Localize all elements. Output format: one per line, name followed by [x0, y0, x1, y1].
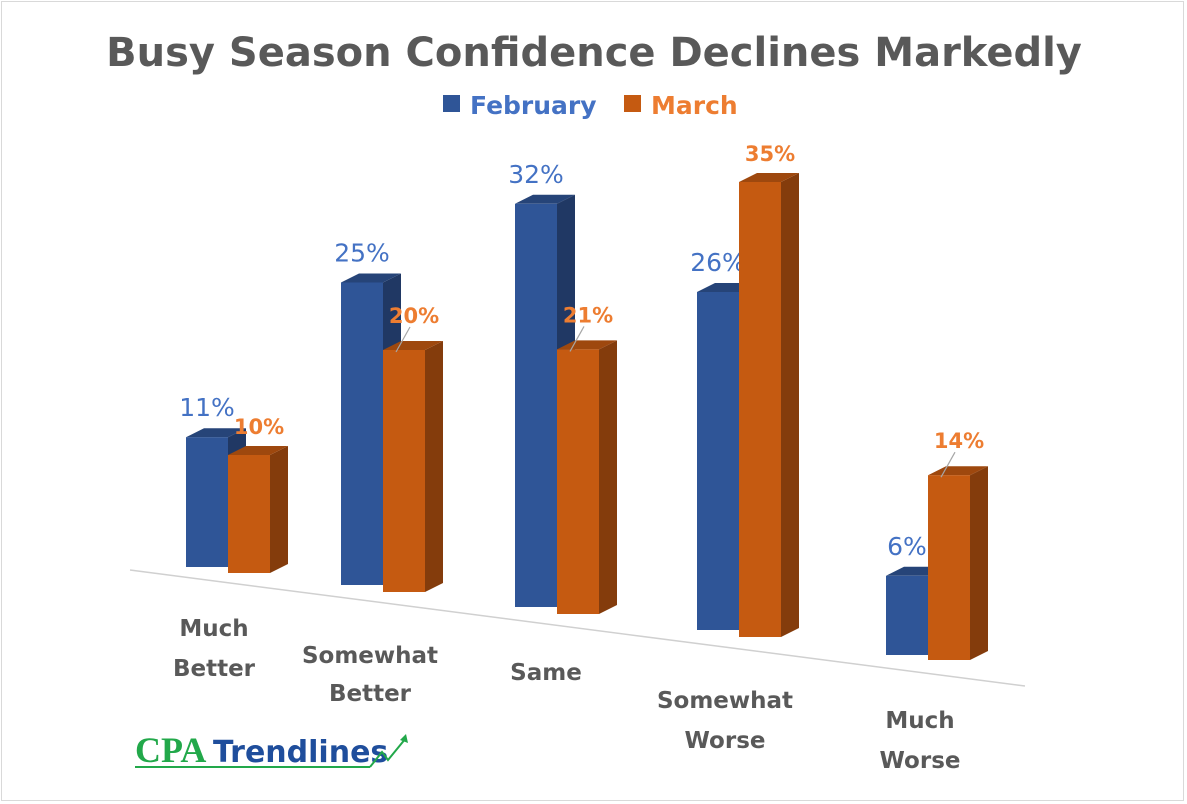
leader-line: [395, 326, 411, 353]
bar-front: [928, 475, 970, 660]
bar-front: [383, 350, 425, 592]
chart-title: Busy Season Confidence Declines Markedly: [106, 30, 1082, 76]
logo-arrow-head: [400, 734, 408, 743]
bar-front: [697, 292, 739, 630]
bar-top: [515, 194, 575, 204]
bar-side: [970, 466, 988, 660]
legend-swatch-march: [624, 95, 641, 112]
bar-side: [599, 340, 617, 614]
category-label: Much: [885, 708, 954, 734]
bar-march: [739, 173, 799, 637]
bar-side: [270, 446, 288, 573]
category-label: Worse: [685, 728, 766, 754]
bar-front: [186, 437, 228, 567]
leader-line: [940, 451, 956, 478]
bar-side: [425, 341, 443, 592]
bar-top: [186, 428, 246, 438]
bar-front: [515, 203, 557, 608]
category-label: Better: [329, 681, 412, 707]
category-labels: Much Better Somewhat Better Same Somewhat Wors…: [173, 616, 961, 774]
category-label: Somewhat: [657, 688, 793, 714]
data-label: 25%: [334, 239, 390, 268]
data-label: 14%: [934, 429, 984, 453]
bar-march: [228, 446, 288, 573]
data-label: 10%: [234, 415, 284, 439]
legend: February March: [443, 91, 738, 120]
cpatrendlines-logo: CPA Trendlines: [135, 730, 408, 770]
category-label: Much: [179, 616, 248, 642]
category-label: Somewhat: [302, 643, 438, 669]
bar-front: [739, 182, 781, 637]
category-label: Same: [510, 660, 582, 686]
legend-swatch-february: [443, 95, 460, 112]
bar-front: [341, 282, 383, 585]
bar-front: [886, 575, 928, 655]
legend-label-march: March: [651, 91, 738, 120]
floor-line: [129, 569, 1026, 687]
leader-line: [569, 326, 585, 352]
bar-top: [739, 173, 799, 182]
bar-march: [383, 341, 443, 592]
logo-trend-arrow-icon: [369, 737, 407, 768]
bars: 11%10% 25% 20% 32% 21% 26% 35% 6% 14%: [179, 142, 988, 660]
category-label: Worse: [880, 748, 961, 774]
data-label: 6%: [887, 532, 927, 561]
data-label: 35%: [745, 142, 795, 166]
bar-top: [341, 273, 401, 283]
logo-text-cpa: CPA: [135, 730, 206, 770]
bar-front: [557, 349, 599, 614]
category-label: Better: [173, 656, 256, 682]
bar-side: [781, 173, 799, 637]
logo-text-trendlines: Trendlines: [213, 735, 388, 770]
bar-front: [228, 455, 270, 573]
data-label: 11%: [179, 393, 235, 422]
bar-march: [557, 340, 617, 614]
data-label: 32%: [508, 160, 564, 189]
data-label: 20%: [389, 304, 439, 328]
legend-label-february: February: [470, 91, 597, 120]
bar-march: [928, 466, 988, 660]
bar-top: [228, 446, 288, 455]
data-label: 21%: [563, 303, 613, 327]
data-label: 26%: [690, 248, 746, 277]
bar-february: [515, 194, 575, 608]
